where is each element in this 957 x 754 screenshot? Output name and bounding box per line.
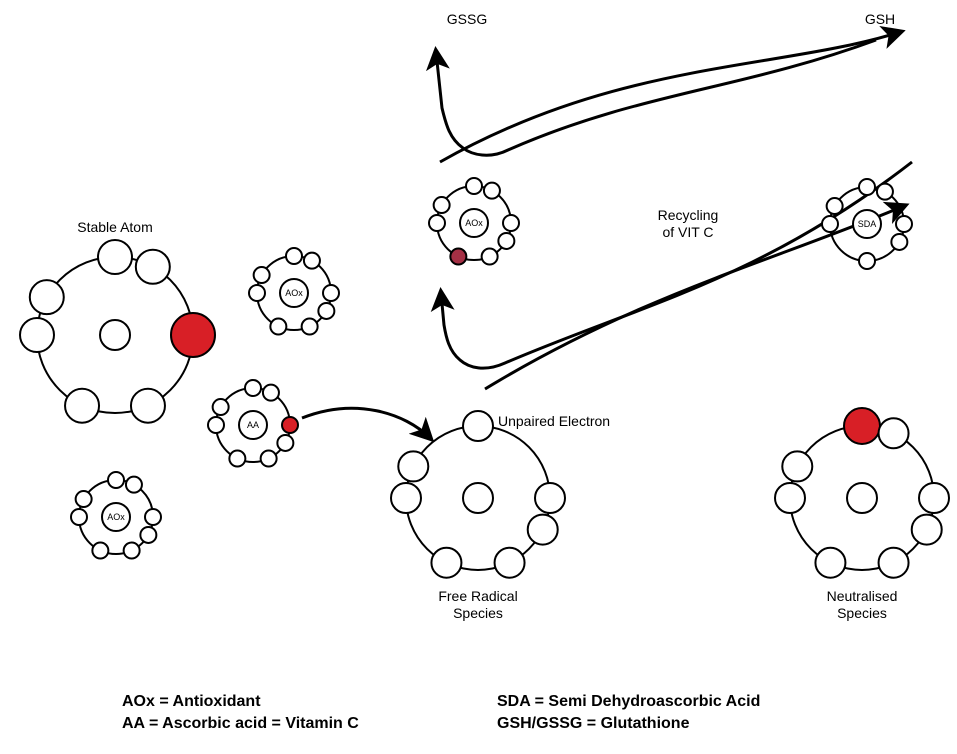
electron bbox=[463, 411, 493, 441]
electron bbox=[815, 548, 845, 578]
electron bbox=[71, 509, 87, 525]
arrow-aa_to_radical bbox=[302, 408, 430, 438]
label-neutralised_2: Species bbox=[837, 605, 887, 621]
electron bbox=[528, 515, 558, 545]
electron bbox=[171, 313, 215, 357]
electron bbox=[859, 253, 875, 269]
atom-aox_top: AOx bbox=[249, 248, 339, 335]
electron bbox=[140, 527, 156, 543]
electron bbox=[282, 417, 298, 433]
electron bbox=[466, 178, 482, 194]
electron bbox=[145, 509, 161, 525]
electron bbox=[76, 491, 92, 507]
atom-aox_recycle: AOx bbox=[429, 178, 519, 265]
electron bbox=[827, 198, 843, 214]
electron bbox=[302, 319, 318, 335]
electron bbox=[98, 240, 132, 274]
electron bbox=[108, 472, 124, 488]
arrow-top_left bbox=[436, 40, 876, 155]
electron bbox=[919, 483, 949, 513]
nucleus-label: AOx bbox=[285, 288, 303, 298]
nucleus-label: AA bbox=[247, 420, 259, 430]
legend-aa: AA = Ascorbic acid = Vitamin C bbox=[122, 715, 359, 732]
electron bbox=[495, 548, 525, 578]
legend-aox: AOx = Antioxidant bbox=[122, 693, 261, 710]
electron bbox=[254, 267, 270, 283]
electron bbox=[263, 385, 279, 401]
electron bbox=[859, 179, 875, 195]
electron bbox=[208, 417, 224, 433]
electron bbox=[498, 233, 514, 249]
electron bbox=[822, 216, 838, 232]
label-free_radical_2: Species bbox=[453, 605, 503, 621]
electron bbox=[891, 234, 907, 250]
electron bbox=[131, 389, 165, 423]
atom-aa: AA bbox=[208, 380, 298, 467]
electron bbox=[775, 483, 805, 513]
atom-stable bbox=[20, 240, 215, 423]
electron bbox=[245, 380, 261, 396]
electron bbox=[879, 418, 909, 448]
electron bbox=[229, 451, 245, 467]
electron bbox=[429, 215, 445, 231]
electron bbox=[391, 483, 421, 513]
electron bbox=[879, 548, 909, 578]
electron bbox=[126, 477, 142, 493]
electron bbox=[213, 399, 229, 415]
legend-gsh: GSH/GSSG = Glutathione bbox=[497, 715, 690, 732]
atom-neutralised bbox=[775, 408, 949, 578]
electron bbox=[261, 451, 277, 467]
electron bbox=[30, 280, 64, 314]
electron bbox=[270, 319, 286, 335]
electron bbox=[398, 451, 428, 481]
electron bbox=[323, 285, 339, 301]
atoms-layer: AOx AOx AA AOx SDA bbox=[20, 178, 949, 578]
electron bbox=[482, 249, 498, 265]
legend-sda: SDA = Semi Dehydroascorbic Acid bbox=[497, 693, 760, 710]
electron bbox=[318, 303, 334, 319]
nucleus-label: SDA bbox=[858, 219, 877, 229]
electron bbox=[136, 250, 170, 284]
label-stable_atom: Stable Atom bbox=[77, 219, 153, 235]
atom-free_radical bbox=[391, 411, 565, 578]
electron bbox=[450, 249, 466, 265]
electron bbox=[484, 183, 500, 199]
electron bbox=[92, 543, 108, 559]
label-gsh: GSH bbox=[865, 11, 895, 27]
electron bbox=[912, 515, 942, 545]
nucleus-label: AOx bbox=[107, 512, 125, 522]
electron bbox=[277, 435, 293, 451]
atom-sda: SDA bbox=[822, 179, 912, 269]
label-recycling_2: of VIT C bbox=[662, 224, 713, 240]
label-recycling_1: Recycling bbox=[658, 207, 719, 223]
electron bbox=[286, 248, 302, 264]
electron bbox=[434, 197, 450, 213]
label-unpaired: Unpaired Electron bbox=[498, 413, 610, 429]
nucleus-label: AOx bbox=[465, 218, 483, 228]
arrows-layer bbox=[302, 32, 912, 438]
electron bbox=[65, 389, 99, 423]
electron bbox=[877, 184, 893, 200]
atom-aox_bottom: AOx bbox=[71, 472, 161, 559]
electron bbox=[535, 483, 565, 513]
label-gssg: GSSG bbox=[447, 11, 487, 27]
electron bbox=[304, 253, 320, 269]
electron bbox=[896, 216, 912, 232]
label-neutralised_1: Neutralised bbox=[827, 588, 898, 604]
electron bbox=[503, 215, 519, 231]
electron bbox=[20, 318, 54, 352]
electron bbox=[431, 548, 461, 578]
electron bbox=[844, 408, 880, 444]
legend-layer: AOx = Antioxidant AA = Ascorbic acid = Vi… bbox=[122, 693, 760, 732]
antioxidant-diagram: AOx AOx AA AOx SDA Stable Atom Unpaired Elect… bbox=[0, 0, 957, 754]
electron bbox=[782, 451, 812, 481]
arrow-mid_left bbox=[441, 162, 912, 368]
label-free_radical_1: Free Radical bbox=[438, 588, 517, 604]
electron bbox=[124, 543, 140, 559]
electron bbox=[249, 285, 265, 301]
